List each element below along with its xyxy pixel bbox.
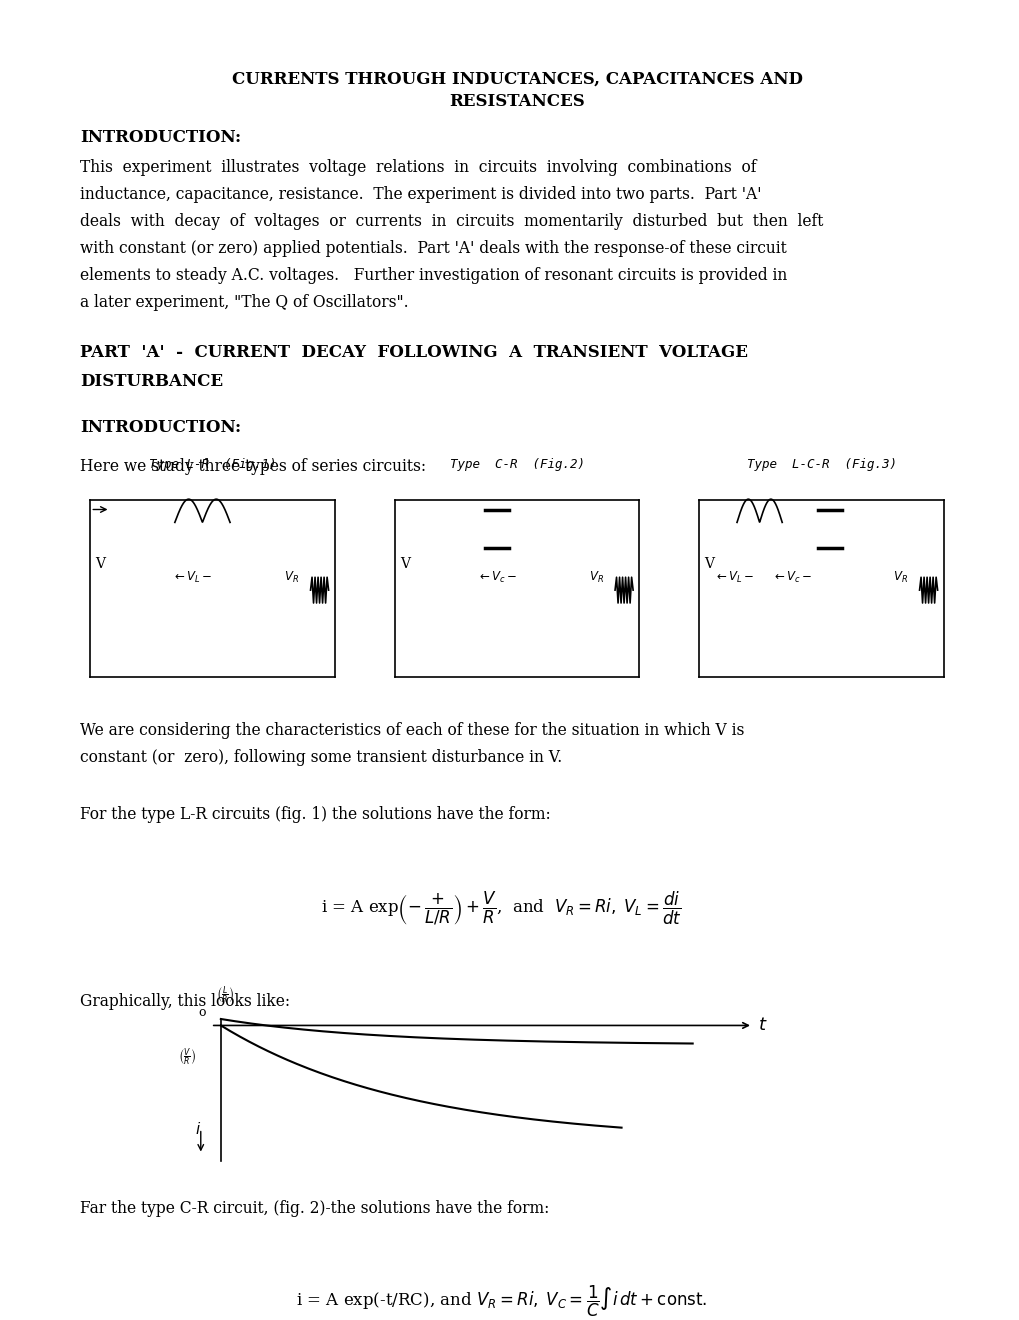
Text: We are considering the characteristics of each of these for the situation in whi: We are considering the characteristics o… bbox=[81, 722, 744, 739]
Text: This  experiment  illustrates  voltage  relations  in  circuits  involving  comb: This experiment illustrates voltage rela… bbox=[81, 158, 756, 176]
Text: DISTURBANCE: DISTURBANCE bbox=[81, 372, 223, 389]
Text: Type L-R  (Fig.1): Type L-R (Fig.1) bbox=[149, 458, 276, 471]
Text: $\leftarrow V_L-$: $\leftarrow V_L-$ bbox=[172, 570, 212, 585]
Text: $\leftarrow V_L-$: $\leftarrow V_L-$ bbox=[713, 570, 754, 585]
Text: $\left(\frac{V}{R}\right)$: $\left(\frac{V}{R}\right)$ bbox=[177, 1047, 196, 1068]
Text: CURRENTS THROUGH INDUCTANCES, CAPACITANCES AND: CURRENTS THROUGH INDUCTANCES, CAPACITANC… bbox=[231, 71, 802, 88]
Text: inductance, capacitance, resistance.  The experiment is divided into two parts. : inductance, capacitance, resistance. The… bbox=[81, 186, 761, 203]
Text: o: o bbox=[198, 1006, 206, 1019]
Text: PART  'A'  -  CURRENT  DECAY  FOLLOWING  A  TRANSIENT  VOLTAGE: PART 'A' - CURRENT DECAY FOLLOWING A TRA… bbox=[81, 345, 748, 362]
Text: V: V bbox=[704, 557, 713, 572]
Text: Type  L-C-R  (Fig.3): Type L-C-R (Fig.3) bbox=[746, 458, 896, 471]
Text: $\leftarrow V_c-$: $\leftarrow V_c-$ bbox=[771, 570, 811, 585]
Text: V: V bbox=[399, 557, 410, 572]
Text: Far the type C-R circuit, (fig. 2)-the solutions have the form:: Far the type C-R circuit, (fig. 2)-the s… bbox=[81, 1200, 549, 1217]
Text: Type  C-R  (Fig.2): Type C-R (Fig.2) bbox=[449, 458, 584, 471]
Text: with constant (or zero) applied potentials.  Part 'A' deals with the response-of: with constant (or zero) applied potentia… bbox=[81, 240, 787, 257]
Text: $V_R$: $V_R$ bbox=[588, 570, 603, 585]
Text: $\leftarrow V_c-$: $\leftarrow V_c-$ bbox=[476, 570, 517, 585]
Text: $i$: $i$ bbox=[195, 1121, 201, 1137]
Text: elements to steady A.C. voltages.   Further investigation of resonant circuits i: elements to steady A.C. voltages. Furthe… bbox=[81, 267, 787, 284]
Text: $V_R$: $V_R$ bbox=[284, 570, 300, 585]
Text: constant (or  zero), following some transient disturbance in V.: constant (or zero), following some trans… bbox=[81, 750, 562, 767]
Text: For the type L-R circuits (fig. 1) the solutions have the form:: For the type L-R circuits (fig. 1) the s… bbox=[81, 807, 550, 824]
Text: INTRODUCTION:: INTRODUCTION: bbox=[81, 129, 242, 147]
Text: Here we study three types of series circuits:: Here we study three types of series circ… bbox=[81, 458, 426, 475]
Text: V: V bbox=[95, 557, 105, 572]
Text: $t$: $t$ bbox=[757, 1016, 766, 1035]
Text: RESISTANCES: RESISTANCES bbox=[448, 92, 584, 110]
Text: INTRODUCTION:: INTRODUCTION: bbox=[81, 420, 242, 436]
Text: i = A exp$\left(-\,\dfrac{+}{L/R}\right) + \dfrac{V}{R}$,  and  $V_R = Ri, \; V_: i = A exp$\left(-\,\dfrac{+}{L/R}\right)… bbox=[321, 890, 682, 927]
Text: deals  with  decay  of  voltages  or  currents  in  circuits  momentarily  distu: deals with decay of voltages or currents… bbox=[81, 213, 823, 230]
Text: Graphically, this looks like:: Graphically, this looks like: bbox=[81, 993, 290, 1010]
Text: $V_R$: $V_R$ bbox=[893, 570, 908, 585]
Text: $\left(\frac{L}{R}\right)$: $\left(\frac{L}{R}\right)$ bbox=[216, 985, 233, 1006]
Text: a later experiment, "The Q of Oscillators".: a later experiment, "The Q of Oscillator… bbox=[81, 294, 409, 312]
Text: i = A exp(-t/RC), and $V_R = Ri, \; V_C = \dfrac{1}{C}\int i\, dt + \text{const.: i = A exp(-t/RC), and $V_R = Ri, \; V_C … bbox=[296, 1283, 707, 1319]
